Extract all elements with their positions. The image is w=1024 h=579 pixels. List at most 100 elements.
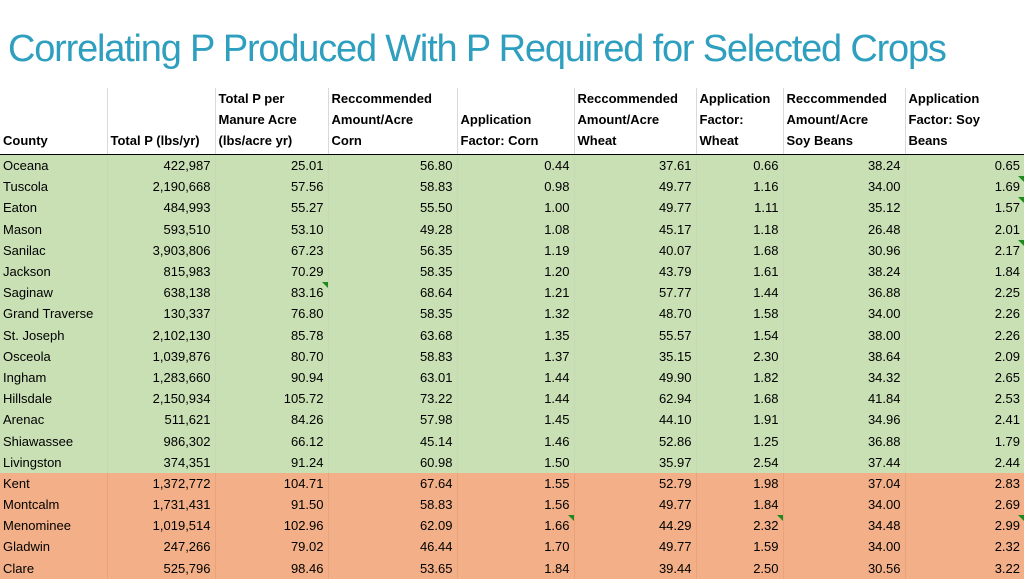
cell-rec-wheat[interactable]: 62.94 <box>573 388 696 410</box>
cell-factor-soy[interactable]: 1.69 <box>904 176 1024 198</box>
cell-rec-wheat[interactable]: 35.97 <box>573 451 696 473</box>
cell-p-per-acre[interactable]: 66.12 <box>214 430 328 452</box>
cell-factor-wheat[interactable]: 1.18 <box>695 218 783 240</box>
cell-county[interactable]: Menominee <box>0 515 107 537</box>
col-header-rec-corn[interactable]: Reccommended Amount/Acre Corn <box>327 88 457 155</box>
cell-rec-wheat[interactable]: 49.90 <box>573 366 696 389</box>
cell-p-per-acre[interactable]: 84.26 <box>214 409 328 431</box>
cell-rec-soy[interactable]: 38.64 <box>782 345 905 367</box>
cell-p-per-acre[interactable]: 70.29 <box>214 260 328 283</box>
cell-rec-wheat[interactable]: 44.10 <box>573 409 696 431</box>
cell-factor-wheat[interactable]: 1.68 <box>695 239 783 261</box>
cell-rec-soy[interactable]: 35.12 <box>782 197 905 219</box>
cell-factor-wheat[interactable]: 1.91 <box>695 409 783 431</box>
cell-total-p[interactable]: 1,372,772 <box>106 472 215 494</box>
cell-factor-wheat[interactable]: 2.30 <box>695 345 783 367</box>
cell-factor-wheat[interactable]: 1.25 <box>695 430 783 452</box>
cell-factor-wheat[interactable]: 1.82 <box>695 366 783 389</box>
col-header-rec-wheat[interactable]: Reccommended Amount/Acre Wheat <box>573 88 696 155</box>
cell-rec-soy[interactable]: 38.24 <box>782 260 905 283</box>
cell-factor-wheat[interactable]: 1.58 <box>695 303 783 325</box>
cell-rec-soy[interactable]: 37.04 <box>782 472 905 494</box>
cell-rec-wheat[interactable]: 49.77 <box>573 197 696 219</box>
col-header-factor-soy[interactable]: Application Factor: Soy Beans <box>904 88 1024 155</box>
cell-factor-soy[interactable]: 2.44 <box>904 451 1024 473</box>
cell-rec-corn[interactable]: 60.98 <box>327 451 457 473</box>
cell-factor-wheat[interactable]: 1.59 <box>695 536 783 558</box>
cell-factor-soy[interactable]: 0.65 <box>904 154 1024 177</box>
cell-factor-corn[interactable]: 1.70 <box>456 536 574 558</box>
cell-factor-corn[interactable]: 1.32 <box>456 303 574 325</box>
cell-factor-soy[interactable]: 2.09 <box>904 345 1024 367</box>
cell-factor-corn[interactable]: 1.00 <box>456 197 574 219</box>
cell-total-p[interactable]: 986,302 <box>106 430 215 452</box>
cell-factor-corn[interactable]: 1.37 <box>456 345 574 367</box>
cell-total-p[interactable]: 525,796 <box>106 557 215 579</box>
cell-factor-corn[interactable]: 1.84 <box>456 557 574 579</box>
cell-factor-corn[interactable]: 1.21 <box>456 282 574 304</box>
cell-p-per-acre[interactable]: 90.94 <box>214 366 328 389</box>
cell-factor-soy[interactable]: 2.25 <box>904 282 1024 304</box>
cell-p-per-acre[interactable]: 57.56 <box>214 176 328 198</box>
cell-county[interactable]: Arenac <box>0 409 107 431</box>
cell-factor-soy[interactable]: 2.53 <box>904 388 1024 410</box>
cell-rec-soy[interactable]: 34.00 <box>782 176 905 198</box>
cell-p-per-acre[interactable]: 102.96 <box>214 515 328 537</box>
cell-factor-corn[interactable]: 1.56 <box>456 494 574 516</box>
cell-county[interactable]: Grand Traverse <box>0 303 107 325</box>
cell-factor-wheat[interactable]: 1.11 <box>695 197 783 219</box>
cell-total-p[interactable]: 815,983 <box>106 260 215 283</box>
cell-total-p[interactable]: 422,987 <box>106 154 215 177</box>
cell-rec-wheat[interactable]: 49.77 <box>573 536 696 558</box>
cell-factor-wheat[interactable]: 1.61 <box>695 260 783 283</box>
cell-rec-corn[interactable]: 45.14 <box>327 430 457 452</box>
cell-rec-corn[interactable]: 68.64 <box>327 282 457 304</box>
cell-rec-corn[interactable]: 57.98 <box>327 409 457 431</box>
cell-rec-corn[interactable]: 58.35 <box>327 260 457 283</box>
cell-rec-soy[interactable]: 34.00 <box>782 536 905 558</box>
cell-p-per-acre[interactable]: 91.24 <box>214 451 328 473</box>
cell-rec-wheat[interactable]: 39.44 <box>573 557 696 579</box>
cell-factor-soy[interactable]: 2.26 <box>904 324 1024 346</box>
cell-rec-corn[interactable]: 58.83 <box>327 494 457 516</box>
cell-factor-wheat[interactable]: 1.68 <box>695 388 783 410</box>
cell-factor-soy[interactable]: 2.17 <box>904 239 1024 261</box>
cell-factor-soy[interactable]: 2.01 <box>904 218 1024 240</box>
col-header-county[interactable]: County <box>0 88 107 155</box>
cell-county[interactable]: Osceola <box>0 345 107 367</box>
cell-county[interactable]: Kent <box>0 472 107 494</box>
cell-total-p[interactable]: 130,337 <box>106 303 215 325</box>
cell-rec-soy[interactable]: 36.88 <box>782 282 905 304</box>
cell-factor-wheat[interactable]: 0.66 <box>695 154 783 177</box>
cell-factor-soy[interactable]: 2.32 <box>904 536 1024 558</box>
cell-factor-soy[interactable]: 3.22 <box>904 557 1024 579</box>
cell-rec-wheat[interactable]: 40.07 <box>573 239 696 261</box>
cell-rec-corn[interactable]: 63.01 <box>327 366 457 389</box>
cell-factor-corn[interactable]: 1.55 <box>456 472 574 494</box>
cell-rec-wheat[interactable]: 55.57 <box>573 324 696 346</box>
cell-rec-corn[interactable]: 46.44 <box>327 536 457 558</box>
cell-total-p[interactable]: 593,510 <box>106 218 215 240</box>
cell-factor-wheat[interactable]: 1.54 <box>695 324 783 346</box>
cell-county[interactable]: Oceana <box>0 154 107 177</box>
cell-p-per-acre[interactable]: 55.27 <box>214 197 328 219</box>
cell-factor-corn[interactable]: 0.44 <box>456 154 574 177</box>
cell-factor-soy[interactable]: 1.79 <box>904 430 1024 452</box>
cell-factor-wheat[interactable]: 2.50 <box>695 557 783 579</box>
cell-factor-soy[interactable]: 2.69 <box>904 494 1024 516</box>
cell-rec-wheat[interactable]: 52.79 <box>573 472 696 494</box>
cell-p-per-acre[interactable]: 85.78 <box>214 324 328 346</box>
cell-county[interactable]: Saginaw <box>0 282 107 304</box>
cell-rec-soy[interactable]: 30.56 <box>782 557 905 579</box>
cell-county[interactable]: Mason <box>0 218 107 240</box>
cell-rec-corn[interactable]: 67.64 <box>327 472 457 494</box>
cell-p-per-acre[interactable]: 91.50 <box>214 494 328 516</box>
cell-county[interactable]: Shiawassee <box>0 430 107 452</box>
col-header-total-p[interactable]: Total P (lbs/yr) <box>106 88 215 155</box>
cell-rec-corn[interactable]: 53.65 <box>327 557 457 579</box>
cell-rec-corn[interactable]: 58.83 <box>327 345 457 367</box>
cell-county[interactable]: Ingham <box>0 366 107 389</box>
cell-factor-soy[interactable]: 2.41 <box>904 409 1024 431</box>
col-header-p-per-acre[interactable]: Total P per Manure Acre (lbs/acre yr) <box>214 88 328 155</box>
cell-factor-corn[interactable]: 1.45 <box>456 409 574 431</box>
